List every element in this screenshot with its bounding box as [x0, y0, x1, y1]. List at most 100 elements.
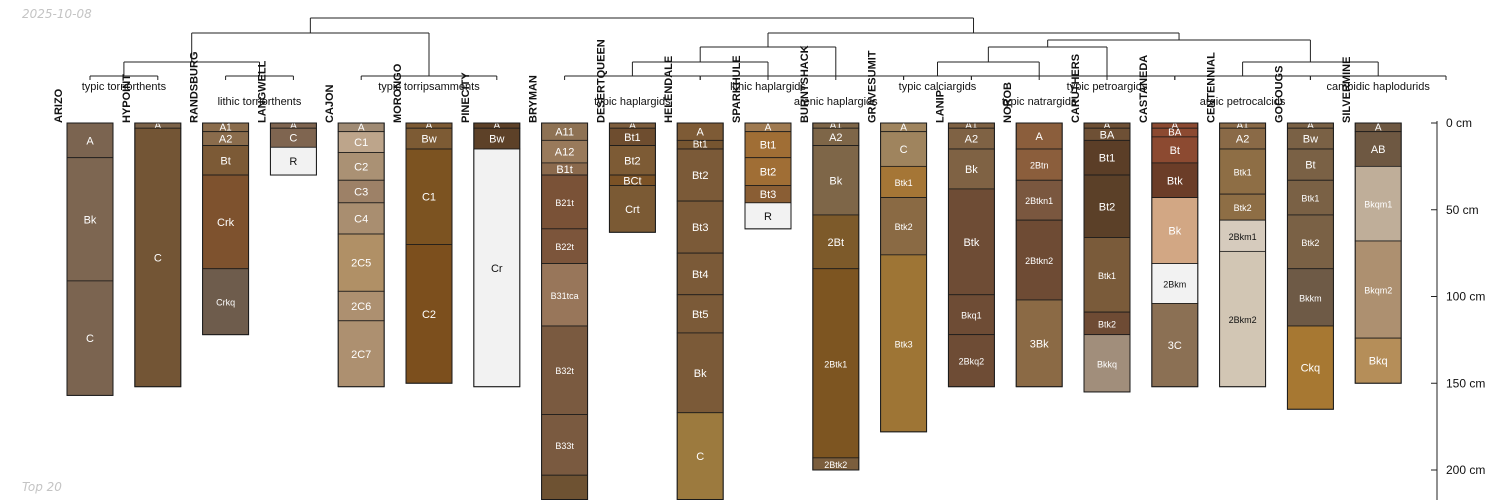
horizon-label: 2Btn	[1030, 161, 1049, 171]
horizon	[1287, 325, 1334, 410]
profile-name: GOCOUGS	[1273, 66, 1285, 123]
horizon-label: 2Btkn1	[1025, 196, 1053, 206]
profile-border	[337, 122, 385, 388]
horizon-label: 2Bkq2	[959, 357, 985, 367]
cluster-label: typic haplargids	[594, 96, 671, 108]
horizon-label: Crk	[217, 217, 235, 229]
profile-border	[1083, 122, 1131, 393]
horizon	[812, 268, 860, 459]
profile-silvermine: A AB Bkqm1 Bkqm2 Bkq SILVERMINE	[1341, 57, 1402, 384]
horizon-label: 2Btkn2	[1025, 256, 1053, 266]
horizon-label: Btk2	[895, 222, 913, 232]
horizon-label: 2C5	[351, 258, 371, 270]
profile-cajon: A C1 C2 C3 C4 2C5 2C6 2C7 CAJON	[324, 84, 385, 388]
profile-border	[1015, 122, 1063, 388]
horizon-label: 2C7	[351, 349, 371, 361]
horizon-label: Bt1	[624, 132, 641, 144]
horizon	[1151, 263, 1199, 304]
profile-centennial: A1 A2 Btk1 Btk2 2Bkm1 2Bkm2 CENTENNIAL	[1206, 52, 1267, 388]
horizon-label: A	[1104, 121, 1111, 132]
horizon	[337, 233, 385, 292]
profile-name: NOROB	[1002, 82, 1014, 123]
horizon-label: Bt1	[693, 140, 708, 151]
horizon-label: Bkkm	[1299, 293, 1322, 303]
horizon-label: Btk2	[1301, 238, 1319, 248]
profile-name: CARUTHERS	[1070, 54, 1082, 123]
horizon-label: Btk2	[1098, 319, 1116, 329]
horizon-label: A12	[555, 147, 575, 159]
horizon-label: Bt1	[1099, 153, 1116, 165]
profile-name: ARIZO	[53, 88, 65, 123]
profile-pinecity: A Bw Cr PINECITY	[460, 72, 521, 388]
profile-name: BURNTSHACK	[799, 45, 811, 123]
horizon	[541, 228, 588, 264]
horizon-label: R	[289, 156, 297, 168]
profile-name: SILVERMINE	[1341, 57, 1353, 123]
horizon-label: R	[764, 211, 772, 223]
cluster-label: typic petroargids	[1067, 81, 1148, 93]
profile-name: MORONGO	[392, 63, 404, 123]
horizon-label: A1	[1236, 121, 1249, 132]
horizon	[1151, 162, 1199, 199]
horizon-label: 3C	[1168, 340, 1182, 352]
horizon-label: A	[1307, 121, 1314, 132]
profile-border	[608, 122, 656, 233]
horizon-label: A	[629, 121, 636, 132]
cluster-label: argic petrocalcids	[1200, 96, 1286, 108]
profile-border	[744, 122, 792, 230]
date-label: 2025-10-08	[22, 7, 92, 21]
horizon	[1354, 337, 1402, 384]
horizon-label: BA	[1100, 129, 1115, 141]
cluster-label: arenic haplargids	[794, 96, 878, 108]
horizon	[948, 148, 995, 190]
horizon-label: Bkqm2	[1364, 286, 1392, 296]
horizon	[1287, 268, 1334, 327]
horizon-label: A	[1171, 121, 1178, 132]
profile-name: LANGWELL	[256, 60, 268, 123]
horizon	[609, 145, 656, 176]
profile-name: CENTENNIAL	[1206, 52, 1218, 123]
horizon-label: C	[900, 144, 908, 156]
horizon-label: 2Bt	[828, 237, 845, 249]
depth-tick-label: 100 cm	[1446, 290, 1485, 304]
horizon	[676, 332, 724, 414]
cluster-label: lithic torriorthents	[218, 96, 302, 108]
horizon-label: Bt2	[624, 155, 641, 167]
horizon	[1083, 237, 1131, 313]
horizon	[609, 185, 656, 233]
horizon	[405, 148, 453, 245]
horizon-label: B31tca	[551, 291, 579, 301]
horizon-label: Ckq	[1301, 363, 1321, 375]
profile-caruthers: ABA Bt1 Bt2 Btk1 Btk2 Bkkq CARUTHERS	[1070, 54, 1131, 393]
cluster-label: typic calciargids	[899, 81, 977, 93]
profile-border	[541, 122, 589, 500]
profile-name: RANDSBURG	[189, 52, 201, 124]
profile-border	[676, 122, 724, 500]
profile-hypoint: A C HYPOINT	[121, 74, 182, 388]
horizon-label: Btk3	[895, 339, 913, 349]
horizon-label: A	[1375, 122, 1382, 133]
horizon	[1015, 299, 1063, 388]
horizon-label: 2Btk2	[824, 460, 847, 470]
horizon-label: Bk	[694, 368, 707, 380]
horizon-label: Btk1	[895, 178, 913, 188]
horizon-label: Bt3	[760, 189, 777, 201]
horizon	[134, 127, 182, 388]
horizon	[337, 320, 385, 388]
profile-name: PINECITY	[460, 72, 472, 123]
profile-border	[1219, 122, 1267, 388]
cluster-label: typic natrargids	[1002, 96, 1077, 108]
horizon-label: Bt2	[760, 167, 777, 179]
horizon-label: A2	[219, 134, 232, 146]
profile-sparkhule: A Bt1 Bt2 Bt3 R SPARKHULE	[731, 55, 792, 230]
profile-name: HELENDALE	[663, 56, 675, 123]
horizon	[744, 202, 792, 230]
depth-axis: 0 cm 50 cm 100 cm 150 cm 200 cm	[1431, 116, 1485, 500]
horizon-label: BCt	[623, 175, 641, 187]
horizon-label: A	[358, 122, 365, 133]
horizon-label: 2Bkm	[1163, 279, 1186, 289]
